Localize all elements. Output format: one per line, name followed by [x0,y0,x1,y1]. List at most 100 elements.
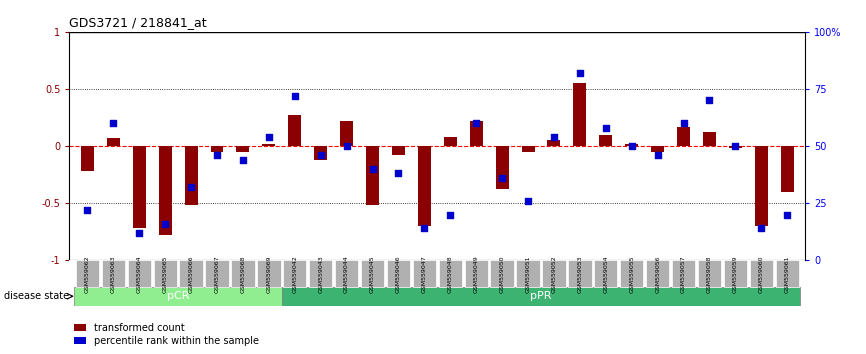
FancyBboxPatch shape [309,260,333,287]
FancyBboxPatch shape [516,260,540,287]
Text: GSM559050: GSM559050 [500,256,505,293]
Point [417,225,431,231]
Text: GSM559054: GSM559054 [604,256,608,293]
Bar [158,146,171,235]
FancyBboxPatch shape [490,260,514,287]
Bar [392,146,405,155]
Point [443,212,457,217]
Text: GSM559060: GSM559060 [759,256,764,293]
Text: GSM559056: GSM559056 [656,256,660,293]
Point [262,134,275,140]
Text: GSM559048: GSM559048 [448,256,453,293]
Text: GSM559053: GSM559053 [578,256,582,293]
Point [676,120,690,126]
Text: GSM559051: GSM559051 [526,256,531,293]
Point [81,207,94,213]
FancyBboxPatch shape [231,260,255,287]
Text: GSM559052: GSM559052 [552,256,557,293]
FancyBboxPatch shape [542,260,565,287]
Bar [729,146,742,148]
FancyBboxPatch shape [750,260,773,287]
Bar [262,144,275,146]
Bar [755,146,768,226]
Point [780,212,794,217]
Bar [443,137,456,146]
FancyBboxPatch shape [75,260,99,287]
FancyBboxPatch shape [127,260,151,287]
FancyBboxPatch shape [724,260,747,287]
FancyBboxPatch shape [101,260,125,287]
Bar [132,146,145,228]
FancyBboxPatch shape [776,260,799,287]
FancyBboxPatch shape [257,260,281,287]
Bar [288,115,301,146]
Bar [184,146,197,205]
Text: GSM559059: GSM559059 [733,256,738,293]
Text: GSM559043: GSM559043 [318,256,323,293]
FancyBboxPatch shape [672,260,695,287]
Text: GSM559068: GSM559068 [241,256,245,293]
Bar [366,146,379,205]
FancyBboxPatch shape [153,260,177,287]
Bar [210,146,223,152]
Point [495,175,509,181]
Point [158,221,172,227]
Point [624,143,638,149]
FancyBboxPatch shape [335,260,359,287]
FancyBboxPatch shape [283,260,307,287]
Point [132,230,146,236]
Text: GSM559058: GSM559058 [707,256,712,293]
Bar [418,146,431,226]
Point [728,143,742,149]
Bar [521,146,534,152]
Legend: transformed count, percentile rank within the sample: transformed count, percentile rank withi… [74,323,259,346]
Point [573,70,587,76]
FancyBboxPatch shape [361,260,385,287]
Point [236,157,250,162]
Point [339,143,353,149]
Text: GSM559063: GSM559063 [111,256,116,293]
Bar [625,144,638,146]
Bar [651,146,664,152]
Text: GSM559061: GSM559061 [785,256,790,293]
Point [650,152,664,158]
Point [107,120,120,126]
Text: GSM559055: GSM559055 [630,256,634,293]
Bar [469,121,482,146]
Point [469,120,483,126]
Bar [599,135,612,146]
FancyBboxPatch shape [179,260,203,287]
Point [754,225,768,231]
Bar [547,140,560,146]
Point [391,171,405,176]
Point [288,93,301,99]
Bar [236,146,249,152]
Text: GSM559057: GSM559057 [681,256,686,293]
Point [599,125,613,131]
Bar [107,138,120,146]
FancyBboxPatch shape [438,260,462,287]
Bar [703,132,716,146]
Text: GSM559069: GSM559069 [267,256,271,293]
Point [313,152,327,158]
Text: GSM559044: GSM559044 [344,256,349,293]
Text: disease state: disease state [3,291,68,301]
FancyBboxPatch shape [646,260,669,287]
Bar [781,146,794,192]
Bar [81,146,94,171]
Text: GSM559049: GSM559049 [474,256,479,293]
FancyBboxPatch shape [464,260,488,287]
FancyBboxPatch shape [205,260,229,287]
Point [365,166,379,172]
FancyBboxPatch shape [568,260,591,287]
Point [521,198,535,204]
Bar [74,287,281,306]
Text: GSM559062: GSM559062 [85,256,90,293]
Point [547,134,561,140]
Point [210,152,224,158]
Bar [573,83,586,146]
Text: pPR: pPR [530,291,552,301]
FancyBboxPatch shape [698,260,721,287]
Text: GSM559046: GSM559046 [396,256,401,293]
Point [184,184,198,190]
